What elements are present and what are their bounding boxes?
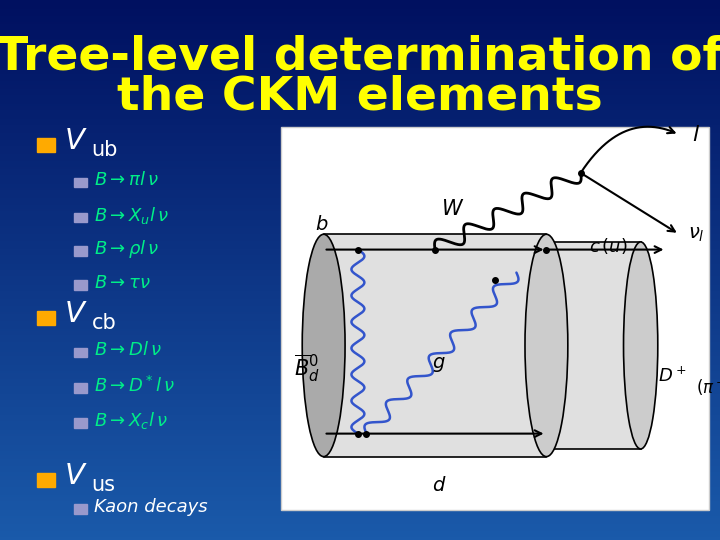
- Text: $c\,(u)$: $c\,(u)$: [589, 236, 628, 256]
- Text: $B \to \rho l\, \nu$: $B \to \rho l\, \nu$: [94, 238, 160, 260]
- Bar: [74, 213, 87, 222]
- Text: $V$: $V$: [64, 462, 88, 490]
- Text: $\overline{B}_d^{0}$: $\overline{B}_d^{0}$: [294, 353, 320, 384]
- Bar: [37, 473, 55, 487]
- Text: $l$: $l$: [692, 125, 700, 145]
- Text: Tree-level determination of: Tree-level determination of: [0, 34, 720, 79]
- Text: $B \to Dl\, \nu$: $B \to Dl\, \nu$: [94, 341, 162, 360]
- Text: $B \to \pi l\, \nu$: $B \to \pi l\, \nu$: [94, 171, 159, 190]
- Bar: [74, 246, 87, 256]
- Text: $V$: $V$: [64, 127, 88, 155]
- Bar: [324, 234, 546, 457]
- Bar: [74, 178, 87, 187]
- Bar: [37, 138, 55, 152]
- Bar: [74, 348, 87, 357]
- Text: us: us: [91, 475, 115, 495]
- Text: $(\pi^+)$: $(\pi^+)$: [696, 377, 720, 399]
- Text: ub: ub: [91, 140, 118, 160]
- Text: $B \to X_u l\, \nu$: $B \to X_u l\, \nu$: [94, 205, 169, 226]
- Text: $b$: $b$: [315, 215, 328, 234]
- Text: $B \to X_c l\, \nu$: $B \to X_c l\, \nu$: [94, 410, 168, 431]
- Text: $g$: $g$: [433, 355, 446, 374]
- Text: $W$: $W$: [441, 199, 464, 219]
- Bar: [281, 127, 709, 510]
- Bar: [74, 418, 87, 428]
- Text: $d$: $d$: [432, 476, 446, 495]
- Ellipse shape: [302, 234, 345, 457]
- Text: Kaon decays: Kaon decays: [94, 498, 208, 516]
- Text: $B \to \tau\nu$: $B \to \tau\nu$: [94, 274, 151, 292]
- Bar: [74, 383, 87, 393]
- Ellipse shape: [624, 242, 658, 449]
- Text: $D^+$: $D^+$: [658, 367, 687, 386]
- Ellipse shape: [525, 234, 568, 457]
- Bar: [74, 280, 87, 290]
- Ellipse shape: [529, 242, 564, 449]
- Text: the CKM elements: the CKM elements: [117, 75, 603, 120]
- Bar: [546, 242, 641, 449]
- Text: $V$: $V$: [64, 300, 88, 328]
- Bar: [37, 311, 55, 325]
- Text: $\nu_l$: $\nu_l$: [688, 225, 704, 244]
- Bar: [74, 504, 87, 514]
- Text: cb: cb: [91, 313, 116, 333]
- Text: $B \to D^*l\, \nu$: $B \to D^*l\, \nu$: [94, 375, 175, 396]
